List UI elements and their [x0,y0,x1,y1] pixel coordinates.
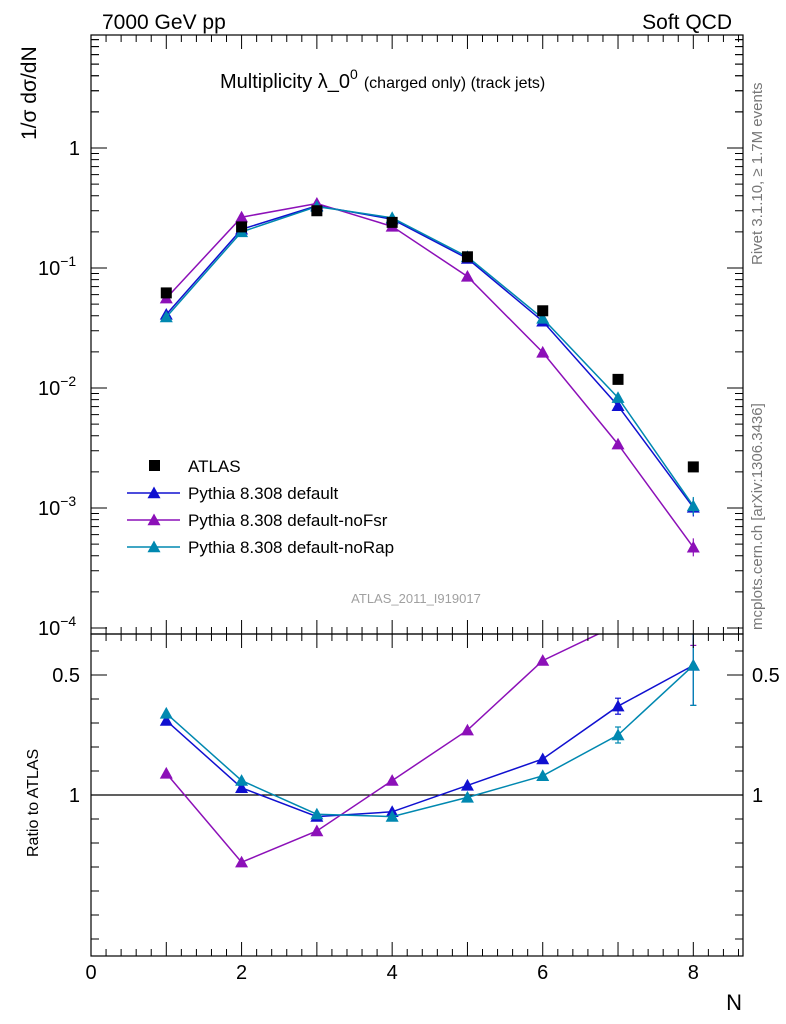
legend: ATLAS Pythia 8.308 default Pythia 8.308 de… [127,457,394,557]
data-point [236,221,248,233]
ratio-point-0 [235,781,249,793]
y-tick-label: 10−2 [38,373,76,400]
legend-label-1: Pythia 8.308 default-noFsr [188,511,388,530]
legend-label-0: Pythia 8.308 default [188,484,339,503]
series-line-1 [165,202,694,548]
series-point-2 [611,391,625,403]
ratio-point-1 [310,824,324,837]
y-tick-label: 1 [69,138,80,160]
ratio-point-0 [536,752,550,765]
ratio-point-1 [159,766,173,779]
series-point-2 [159,310,173,323]
rivet-label: Rivet 3.1.10, ≥ 1.7M events [749,83,766,266]
ratio-line-1 [165,634,601,864]
ratio-point-2 [159,706,173,719]
header-right: Soft QCD [642,11,732,34]
legend-marker-2 [147,540,161,553]
ratio-tick-label-left: 1 [69,785,80,807]
x-tick-label: 4 [387,962,398,984]
series-point-2 [536,311,550,324]
header-left: 7000 GeV pp [102,11,226,34]
ratio-line-2 [165,664,694,818]
ratio-point-0 [159,714,173,726]
ratio-tick-label-right: 1 [752,785,763,807]
y-tick-label: 10−1 [38,253,76,280]
legend-marker-0 [147,486,161,499]
legend-marker-1 [147,513,161,526]
data-point [461,251,473,263]
ratio-tick-label-left: 0.5 [52,665,80,687]
ratio-point-1 [385,774,399,786]
ratio-line-0 [165,664,694,818]
series-point-1 [611,437,625,450]
x-axis-label: N [726,990,742,1015]
ratio-point-2 [235,774,249,786]
chart-title: Multiplicity λ_00(charged only) (track j… [220,66,545,93]
ratio-point-2 [536,769,550,781]
x-tick-label: 6 [537,962,548,984]
ratio-plot-content [91,599,743,868]
y-tick-label: 10−4 [38,613,76,640]
y-axis-label: 1/σ dσ/dN [18,46,41,140]
legend-label-2: Pythia 8.308 default-noRap [188,538,394,557]
data-point [160,287,172,299]
series-point-1 [460,269,474,282]
data-point [687,461,699,473]
ratio-point-1 [536,654,550,666]
ratio-point-0 [460,778,474,791]
legend-marker-atlas [149,460,160,471]
mcplots-label: mcplots.cern.ch [arXiv:1306.3436] [749,403,766,630]
series-point-0 [611,399,625,412]
y-tick-label: 10−3 [38,493,76,520]
ratio-axis-label: Ratio to ATLAS [25,749,42,857]
main-plot-content [159,196,700,557]
data-point [311,205,323,217]
ratio-point-2 [385,810,399,822]
series-line-2 [165,205,694,507]
x-tick-label: 8 [688,962,699,984]
data-point [386,216,398,228]
x-tick-label: 0 [85,962,96,984]
legend-label-atlas: ATLAS [188,457,241,476]
ratio-point-2 [310,807,324,820]
ratio-point-1 [235,855,249,868]
data-point [612,373,624,385]
series-point-1 [235,210,249,223]
ratio-point-2 [460,790,474,803]
analysis-watermark: ATLAS_2011_I919017 [351,591,481,606]
data-point [537,305,549,317]
ratio-point-1 [460,723,474,736]
x-tick-label: 2 [236,962,247,984]
series-point-1 [536,345,550,358]
series-line-0 [165,205,694,508]
ratio-tick-label-right: 0.5 [752,665,780,687]
ratio-point-1 [687,599,700,611]
